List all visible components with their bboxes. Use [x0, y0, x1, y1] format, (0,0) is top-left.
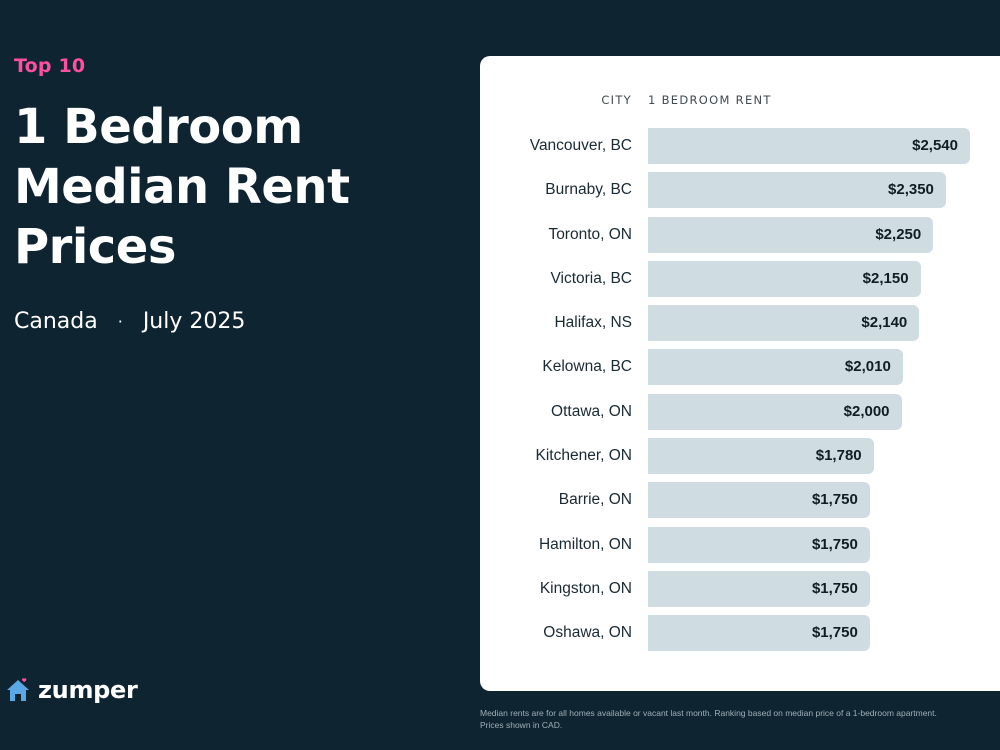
rent-value-label: $2,540	[912, 137, 958, 154]
bar-row: Kitchener, ON $1,780	[480, 438, 1000, 482]
rent-value-label: $1,750	[811, 579, 858, 597]
country-label: Canada	[14, 309, 98, 334]
rent-bar: $1,750	[648, 526, 870, 563]
city-label: Vancouver, BC	[529, 137, 632, 154]
rent-value-label: $1,750	[811, 491, 858, 509]
rent-bar: $2,000	[648, 393, 902, 430]
separator-dot: ·	[117, 312, 123, 331]
title-line-1: 1 Bedroom	[14, 99, 303, 155]
city-label: Hamilton, ON	[538, 535, 632, 553]
rent-bar: $1,750	[648, 482, 870, 519]
city-label: Kitchener, ON	[535, 447, 633, 465]
column-header-rent: 1 BEDROOM RENT	[648, 93, 772, 107]
title-block: Top 10 1 Bedroom Median Rent Prices Cana…	[14, 55, 454, 334]
rent-bar: $2,350	[648, 172, 946, 209]
city-label: Kelowna, BC	[542, 358, 632, 376]
rent-bar: $2,150	[648, 260, 921, 297]
title-line-2: Median Rent	[14, 159, 350, 215]
rent-bar: $1,750	[648, 570, 870, 607]
city-label: Kingston, ON	[539, 579, 632, 597]
chart-card: CITY 1 BEDROOM RENT Vancouver, BC $2,540 B…	[480, 56, 1000, 691]
bar-row: Ottawa, ON $2,000	[480, 393, 1000, 438]
city-label: Toronto, ON	[548, 225, 632, 243]
eyebrow-label: Top 10	[14, 55, 86, 77]
column-header-city: CITY	[601, 93, 632, 107]
rent-bar: $2,540	[648, 128, 970, 164]
rent-value-label: $1,750	[811, 535, 858, 553]
rent-bar: $2,010	[648, 349, 903, 386]
rent-value-label: $2,150	[862, 269, 909, 287]
rent-bar: $2,140	[648, 305, 920, 342]
footnote: Median rents are for all homes available…	[480, 708, 937, 730]
rent-value-label: $1,780	[815, 447, 862, 465]
rent-bar: $1,780	[648, 438, 874, 475]
bar-row: Hamilton, ON $1,750	[480, 526, 1000, 571]
brand-logo: zumper	[4, 676, 138, 704]
bar-row: Halifax, NS $2,140	[480, 305, 1000, 349]
city-label: Burnaby, BC	[545, 181, 632, 199]
rent-value-label: $1,750	[811, 624, 858, 642]
rent-bar: $1,750	[648, 615, 870, 652]
city-label: Ottawa, ON	[551, 402, 632, 420]
rent-value-label: $2,140	[861, 314, 908, 332]
city-label: Victoria, BC	[550, 269, 632, 287]
title-line-3: Prices	[14, 219, 176, 275]
bar-row: Burnaby, BC $2,350	[480, 172, 1000, 216]
bar-row: Toronto, ON $2,250	[480, 216, 1000, 261]
city-label: Halifax, NS	[554, 314, 632, 332]
page-title: 1 Bedroom Median Rent Prices	[14, 97, 454, 277]
rent-bar: $2,250	[648, 216, 934, 253]
brand-name: zumper	[38, 676, 138, 704]
rent-value-label: $2,250	[875, 225, 922, 243]
city-label: Oshawa, ON	[543, 624, 632, 642]
bar-row: Vancouver, BC $2,540	[480, 128, 1000, 172]
bar-row: Kingston, ON $1,750	[480, 570, 1000, 615]
city-label: Barrie, ON	[558, 491, 632, 509]
house-heart-icon	[7, 678, 29, 701]
subtitle: Canada · July 2025	[14, 309, 454, 334]
bar-chart: Vancouver, BC $2,540 Burnaby, BC $2,350 Toro…	[480, 128, 1000, 660]
period-label: July 2025	[142, 309, 246, 334]
bar-row: Victoria, BC $2,150	[480, 260, 1000, 305]
rent-value-label: $2,350	[888, 181, 934, 199]
rent-value-label: $2,010	[844, 358, 891, 376]
bar-row: Oshawa, ON $1,750	[480, 615, 1000, 659]
bar-row: Barrie, ON $1,750	[480, 482, 1000, 526]
rent-value-label: $2,000	[843, 402, 890, 420]
bar-row: Kelowna, BC $2,010	[480, 349, 1000, 393]
